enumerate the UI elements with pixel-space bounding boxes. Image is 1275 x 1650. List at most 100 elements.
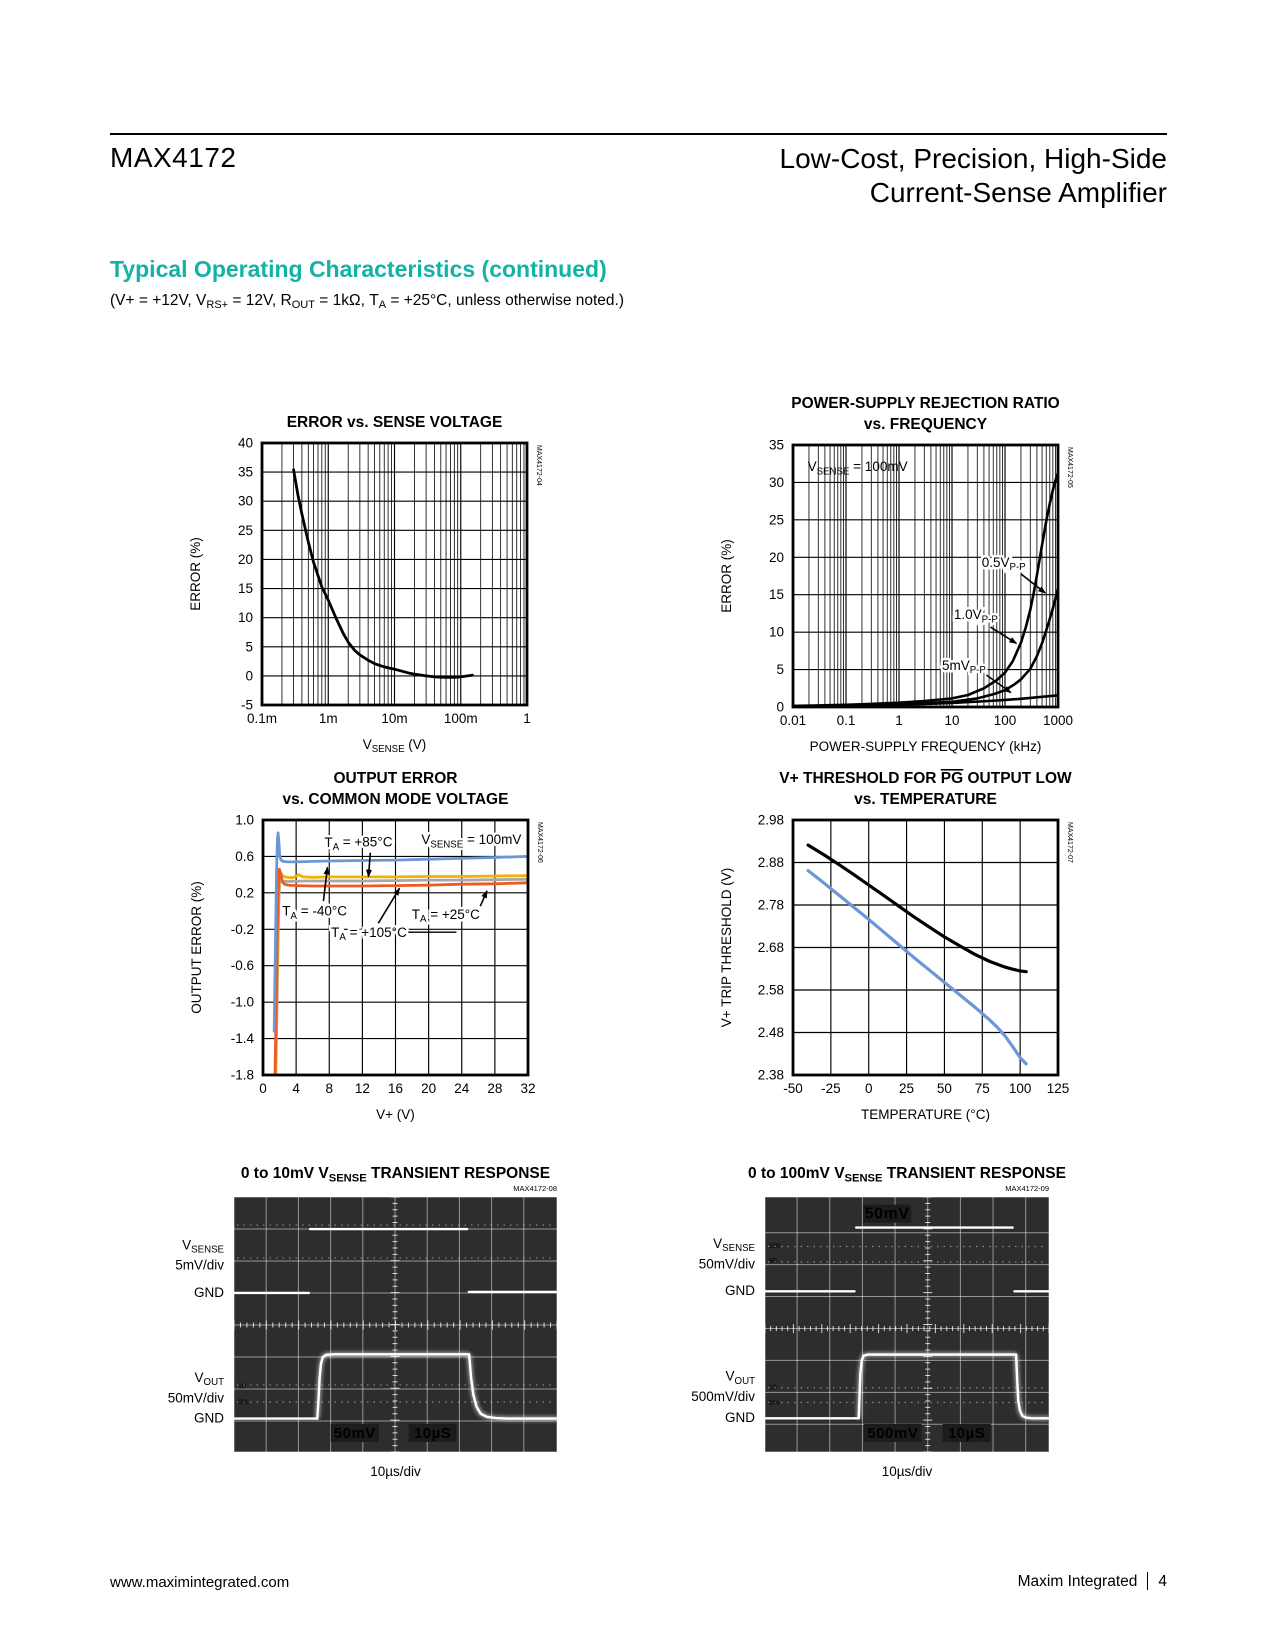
chart-title-line: POWER-SUPPLY REJECTION RATIO — [791, 395, 1059, 412]
x-tick-label: 32 — [520, 1081, 535, 1096]
transient-response-100mv-scope: 0 to 100mV VSENSE TRANSIENT RESPONSE MAX4… — [640, 1160, 1100, 1500]
scope-readout: 50mV — [865, 1206, 910, 1223]
annotation-arrow — [322, 866, 330, 902]
scope-timebase-caption: 10µs/div — [882, 1464, 933, 1479]
y-tick-label: -0.2 — [231, 922, 254, 937]
scope-crosshair — [764, 1196, 1050, 1453]
text-run: (V+ = +12V, V — [110, 292, 207, 309]
fig3-svg: 0 4 8 12 16 20 24 28 32 1.0 0.6 0.2 -0.2 -0.6 -1.0 -1.4… — [189, 770, 543, 1122]
y-tick-label: 1.0 — [235, 813, 254, 828]
grid — [792, 819, 1059, 1076]
y-tick-label: 0.6 — [235, 849, 254, 864]
scope-channel-label: VOUT — [195, 1370, 225, 1388]
scope-percent-marker: 100 — [769, 1243, 781, 1250]
x-axis-title: POWER-SUPPLY FREQUENCY (kHz) — [810, 739, 1042, 754]
scope1-svg: 0 to 10mV VSENSE TRANSIENT RESPONSEMAX41… — [168, 1165, 559, 1479]
curve-annotation: 1.0VP-P — [954, 607, 998, 625]
y-tick-label: 35 — [769, 438, 784, 453]
curve-annotation: TA = +85°C — [324, 835, 392, 853]
series-TA=+85C — [274, 869, 528, 1075]
x-tick-label: 0.01 — [780, 713, 806, 728]
y-tick-label: 25 — [238, 523, 253, 538]
y-tick-label: 10 — [238, 610, 253, 625]
chart-title-line: ERROR vs. SENSE VOLTAGE — [287, 414, 503, 431]
scope-channel-label: GND — [194, 1411, 224, 1426]
series-group — [793, 471, 1058, 707]
fig4-svg: -50 -25 0 25 50 75 100 125 2.98 2.88 2.78 2.68 2.58 2… — [719, 770, 1073, 1122]
scope-title: 0 to 10mV VSENSE TRANSIENT RESPONSE — [241, 1165, 550, 1185]
y-tick-label: 2.78 — [758, 898, 784, 913]
annotation-arrow — [366, 852, 373, 878]
scope-channel-label: 50mV/div — [168, 1390, 225, 1405]
text-run: = +25°C, unless otherwise noted.) — [386, 292, 625, 309]
grid — [261, 442, 528, 706]
curve-annotation: VSENSE = 100mV — [421, 832, 521, 850]
scope-channel-label: GND — [725, 1410, 755, 1425]
series-lower — [806, 869, 1028, 1066]
series-TA=-40C — [272, 831, 528, 1033]
x-tick-label: 100 — [994, 713, 1017, 728]
scope-trace-vout — [857, 1353, 1018, 1420]
scope-readout: 50mV — [334, 1425, 376, 1442]
footer-company-page: Maxim Integrated 4 — [1018, 1572, 1167, 1591]
y-tick-label: 15 — [769, 587, 784, 602]
x-tick-label: 10m — [381, 711, 407, 726]
subscript-run: OUT — [291, 298, 315, 311]
chart-title-line: vs. TEMPERATURE — [854, 791, 997, 808]
x-tick-label: 125 — [1047, 1081, 1070, 1096]
section-heading: Typical Operating Characteristics (conti… — [110, 256, 607, 282]
vplus-threshold-vs-temperature-chart: -50 -25 0 25 50 75 100 125 2.98 2.88 2.78 2.68 2.58 2… — [690, 760, 1110, 1125]
scope-trace-vout — [316, 1353, 471, 1420]
text-run: = 1kΩ, T — [314, 292, 379, 309]
y-tick-label: -5 — [241, 698, 253, 713]
chart-title-line: vs. COMMON MODE VOLTAGE — [283, 791, 509, 808]
grid — [792, 444, 1059, 708]
curve-annotation: TA = +25°C — [412, 907, 480, 925]
curve-annotation: TA = -40°C — [282, 904, 347, 922]
x-tick-label: 100m — [444, 711, 478, 726]
header-rule — [110, 133, 1167, 135]
x-tick-label: 1m — [319, 711, 338, 726]
footer-page-number: 4 — [1158, 1573, 1167, 1590]
document-title: Low-Cost, Precision, High-Side Current-S… — [780, 142, 1168, 210]
y-axis-title: OUTPUT ERROR (%) — [189, 881, 204, 1014]
curve-annotation: TA = +105°C — [331, 925, 407, 943]
x-tick-label: 20 — [421, 1081, 436, 1096]
x-tick-label: 28 — [487, 1081, 502, 1096]
chart-title-line: OUTPUT ERROR — [334, 770, 458, 787]
scope-channel-label: GND — [725, 1283, 755, 1298]
x-tick-label: 24 — [454, 1081, 470, 1096]
scope2-svg: 0 to 100mV VSENSE TRANSIENT RESPONSEMAX4… — [691, 1165, 1066, 1479]
figure-watermark: MAX4172-05 — [1066, 447, 1073, 488]
scope-percent-marker: 10 — [238, 1383, 246, 1390]
fig2-svg: 0.01 0.1 1 10 100 1000 35 30 25 20 15 10 5 0 POWER-SUP… — [719, 395, 1073, 754]
x-tick-label: 0.1 — [837, 713, 856, 728]
x-tick-label: -25 — [821, 1081, 841, 1096]
y-tick-label: 2.98 — [758, 813, 784, 828]
x-tick-label: 12 — [355, 1081, 370, 1096]
scope-percent-marker: 90 — [769, 1258, 777, 1265]
figure-watermark: MAX4172-06 — [536, 822, 543, 863]
x-axis-title: TEMPERATURE (°C) — [861, 1107, 990, 1122]
x-tick-label: 0 — [259, 1081, 267, 1096]
x-tick-label: 10 — [944, 713, 959, 728]
scope-title: 0 to 100mV VSENSE TRANSIENT RESPONSE — [748, 1165, 1066, 1185]
figure-watermark: MAX4172-04 — [535, 445, 542, 486]
y-tick-label: 2.88 — [758, 855, 784, 870]
scope-readout: 10µS — [414, 1425, 451, 1442]
footer-website: www.maximintegrated.com — [110, 1574, 290, 1591]
y-tick-label: 0 — [776, 700, 784, 715]
scope-crosshair — [233, 1196, 558, 1453]
curve-annotation: 5mVP-P — [942, 658, 986, 676]
y-tick-label: -1.8 — [231, 1068, 254, 1083]
y-tick-label: 20 — [238, 552, 253, 567]
x-tick-label: 1000 — [1043, 713, 1073, 728]
scope-readout-bg — [864, 1423, 922, 1442]
y-tick-label: 30 — [238, 494, 253, 509]
plot-border — [791, 443, 1060, 709]
figure-watermark: MAX4172-08 — [513, 1184, 557, 1193]
curve-annotation: 0.5VP-P — [982, 555, 1026, 573]
y-tick-label: 30 — [769, 475, 784, 490]
scope-readout: 10µS — [948, 1425, 985, 1442]
